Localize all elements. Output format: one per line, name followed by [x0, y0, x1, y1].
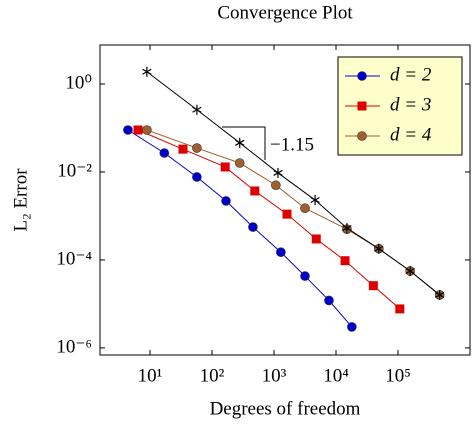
point — [159, 148, 170, 158]
point — [142, 66, 152, 77]
x-axis-label: Degrees of freedom — [210, 398, 361, 419]
legend-marker — [357, 71, 367, 81]
point — [435, 289, 445, 300]
point — [248, 222, 258, 232]
point — [123, 125, 133, 135]
legend-label: d = 4 — [390, 124, 432, 145]
point — [221, 196, 231, 206]
x-tick-label: 10³ — [262, 365, 287, 386]
slope-triangle — [222, 126, 266, 160]
legend-label: d = 3 — [390, 94, 431, 115]
point — [192, 172, 202, 182]
point — [368, 281, 378, 291]
legend-label: d = 2 — [390, 64, 432, 85]
point — [342, 223, 352, 234]
point — [340, 256, 350, 266]
point — [220, 162, 230, 172]
point — [311, 234, 321, 244]
point — [300, 271, 310, 281]
point — [192, 104, 202, 115]
point — [271, 180, 281, 191]
point — [273, 167, 283, 178]
point — [234, 158, 245, 168]
y-axis-label: L₂ Error — [10, 168, 31, 232]
x-tick-label: 10² — [200, 365, 225, 386]
point — [142, 125, 152, 135]
x-tick-label: 10⁵ — [385, 365, 411, 386]
point — [276, 247, 286, 257]
chart-title: Convergence Plot — [217, 2, 353, 23]
y-tick-label: 10⁰ — [65, 72, 92, 93]
plot-frame — [99, 44, 471, 356]
point — [282, 209, 292, 219]
y-tick-label: 10⁻² — [57, 160, 92, 181]
legend-marker — [357, 101, 367, 111]
x-tick-label: 10¹ — [138, 365, 163, 386]
y-tick-label: 10⁻⁴ — [56, 248, 92, 269]
point — [133, 125, 143, 135]
point — [374, 243, 384, 254]
point — [405, 266, 415, 277]
x-tick-label: 10⁴ — [323, 365, 349, 386]
y-tick-label: 10⁻⁶ — [56, 336, 92, 357]
point — [395, 304, 405, 314]
point — [178, 144, 188, 154]
point — [347, 322, 357, 332]
point — [300, 203, 310, 214]
legend-marker — [357, 131, 367, 141]
series-line — [137, 129, 401, 310]
slope-annotation: −1.15 — [270, 134, 314, 155]
point — [235, 137, 245, 148]
point — [250, 186, 260, 196]
point — [324, 295, 334, 306]
point — [192, 143, 202, 153]
point — [310, 195, 320, 206]
